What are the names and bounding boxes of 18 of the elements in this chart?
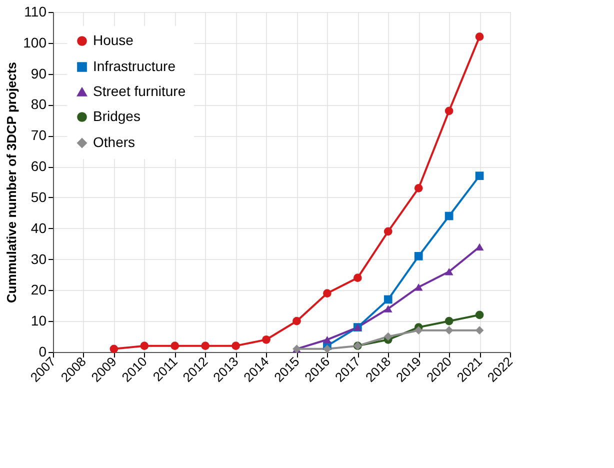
y-tick-label: 20	[30, 282, 47, 298]
y-tick-label: 80	[30, 96, 47, 112]
y-tick-label: 100	[23, 34, 47, 50]
y-tick-label: 90	[30, 65, 47, 82]
legend-label: Bridges	[93, 108, 140, 124]
y-tick-label: 10	[30, 312, 47, 329]
y-tick-label: 60	[30, 158, 47, 174]
legend-label: Infrastructure	[93, 58, 176, 74]
y-tick-label: 110	[24, 4, 47, 20]
legend-label: Street furniture	[93, 83, 186, 99]
y-tick-label: 50	[30, 188, 47, 205]
y-tick-label: 40	[30, 220, 47, 236]
legend-label: House	[93, 32, 134, 48]
y-tick-label: 30	[30, 250, 47, 267]
legend-label: Others	[93, 134, 136, 150]
y-axis-title: Cummulative number of 3DCP projects	[4, 62, 20, 304]
y-tick-label: 70	[30, 127, 47, 144]
y-tick-label: 0	[38, 344, 47, 360]
